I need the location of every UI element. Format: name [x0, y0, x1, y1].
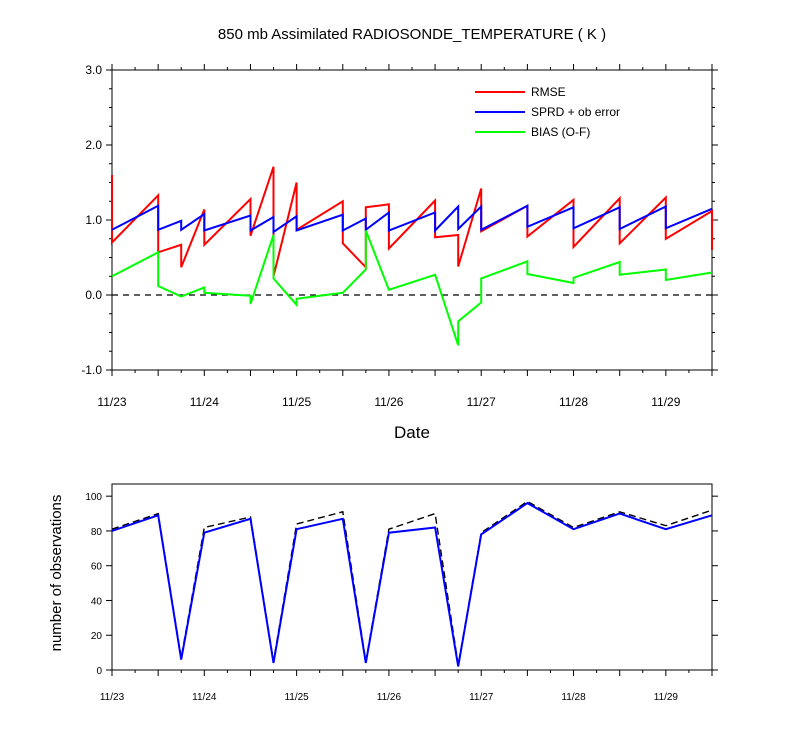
bottom-y-tick-label: 0: [96, 666, 102, 677]
legend-label-bias-o-f: BIAS (O-F): [531, 125, 590, 139]
top-y-tick-label: 0.0: [85, 288, 102, 302]
bottom-y-tick-label: 100: [85, 492, 102, 503]
bottom-x-tick-label: 11/26: [377, 692, 402, 703]
top-panel-temperature: -1.0 0.0 1.0 2.0 3.0 11/23 11/24 11/25 11/26 11/2…: [81, 63, 718, 409]
bottom-x-tick-label: 11/29: [654, 692, 679, 703]
bottom-series-possible: [111, 500, 713, 665]
bottom-x-tick-label: 11/23: [100, 692, 125, 703]
chart-title: 850 mb Assimilated RADIOSONDE_TEMPERATUR…: [218, 26, 606, 43]
top-y-tick-label: -1.0: [81, 363, 102, 377]
top-x-tick-label: 11/27: [467, 395, 496, 409]
bottom-y-tick-label: 80: [91, 527, 103, 538]
x-axis-title: Date: [394, 423, 430, 442]
bottom-x-tick-label: 11/25: [284, 692, 309, 703]
top-y-tick-label: 2.0: [85, 138, 102, 152]
bottom-y-tick-label: 60: [91, 562, 103, 573]
bottom-y-tick-label: 40: [91, 596, 103, 607]
top-x-tick-label: 11/26: [374, 395, 403, 409]
top-x-tick-label: 11/24: [190, 395, 219, 409]
top-x-tick-label: 11/28: [559, 395, 588, 409]
bottom-panel-observations: 0 20 40 60 80 100 11/23 11/24 11/25 11/26 11/27 11/…: [85, 483, 718, 703]
top-series-bias-o-f: [111, 230, 713, 346]
top-series-rmse: [111, 166, 713, 277]
legend-label-sprd-ob-error: SPRD + ob error: [531, 105, 620, 119]
top-series-sprd-ob-error: [111, 204, 713, 234]
top-x-tick-label: 11/25: [282, 395, 311, 409]
top-y-tick-label: 3.0: [85, 63, 102, 77]
top-y-tick-label: 1.0: [85, 213, 102, 227]
bottom-x-tick-label: 11/28: [561, 692, 586, 703]
top-plot-frame: [111, 69, 713, 371]
bottom-x-tick-label: 11/27: [469, 692, 494, 703]
bottom-x-tick-label: 11/24: [192, 692, 217, 703]
top-x-tick-label: 11/29: [651, 395, 680, 409]
bottom-y-tick-label: 20: [91, 631, 103, 642]
bottom-series-used: [111, 501, 713, 667]
top-x-tick-label: 11/23: [97, 395, 126, 409]
y-axis-title-observations: number of observations: [48, 495, 65, 652]
legend-label-rmse: RMSE: [531, 85, 566, 99]
